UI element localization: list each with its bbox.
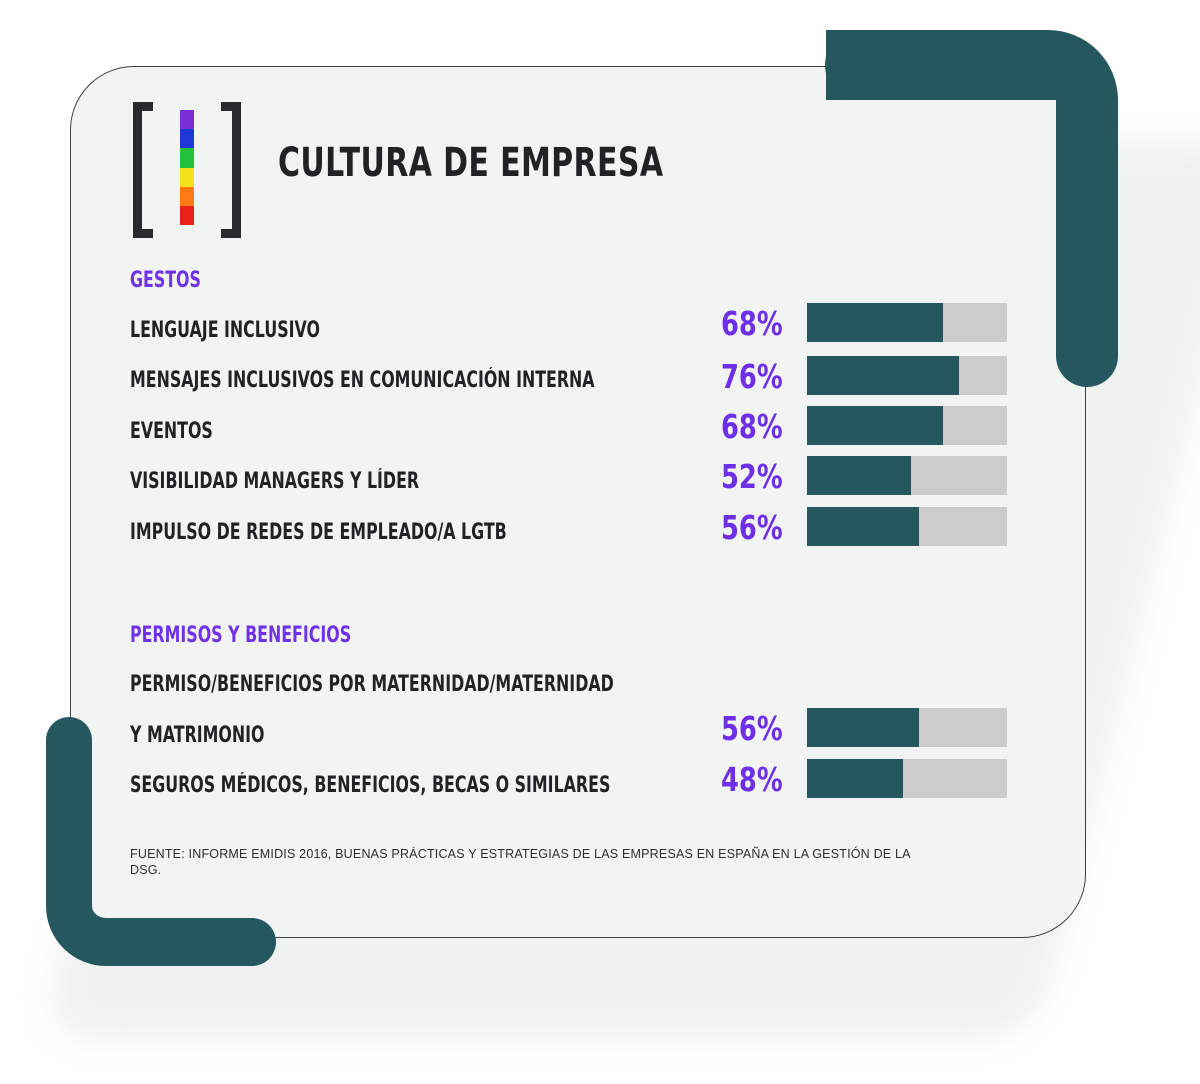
frame-corner-top-right — [825, 30, 1118, 387]
bar-track — [807, 759, 1007, 798]
flag-stripe — [180, 129, 194, 149]
row-label-line2: Y MATRIMONIO — [130, 723, 265, 748]
bar — [807, 406, 943, 445]
bar-track — [807, 708, 1007, 747]
bar — [807, 507, 919, 546]
rainbow-flag-icon — [180, 110, 194, 226]
flag-stripe — [180, 186, 194, 206]
value-label: 76% — [721, 357, 783, 396]
bar — [807, 303, 943, 342]
flag-stripe — [180, 110, 194, 130]
frame-corner-bottom-left — [46, 717, 276, 966]
bar-track — [807, 356, 1007, 395]
right-bracket-icon — [221, 102, 241, 238]
bar-track — [807, 406, 1007, 445]
row-label: VISIBILIDAD MANAGERS Y LÍDER — [130, 469, 420, 494]
bar-track — [807, 303, 1007, 342]
flag-stripe — [180, 167, 194, 187]
bar-track — [807, 507, 1007, 546]
value-label: 52% — [721, 457, 783, 496]
bar-track — [807, 456, 1007, 495]
bar — [807, 759, 903, 798]
page-title: CULTURA DE EMPRESA — [278, 140, 664, 186]
row-label: LENGUAJE INCLUSIVO — [130, 318, 320, 343]
bar — [807, 456, 911, 495]
flag-stripe — [180, 205, 194, 226]
bar — [807, 708, 919, 747]
row-label: PERMISO/BENEFICIOS POR MATERNIDAD/MATERN… — [130, 672, 614, 697]
value-label: 48% — [721, 760, 783, 799]
section-heading: GESTOS — [130, 268, 201, 293]
source-note: FUENTE: INFORME EMIDIS 2016, BUENAS PRÁC… — [130, 847, 911, 877]
value-label: 68% — [721, 304, 783, 343]
row-label: IMPULSO DE REDES DE EMPLEADO/A LGTB — [130, 520, 507, 545]
section-heading: PERMISOS Y BENEFICIOS — [130, 623, 352, 648]
value-label: 56% — [721, 709, 783, 748]
bar — [807, 356, 959, 395]
left-bracket-icon — [133, 102, 153, 238]
row-label: MENSAJES INCLUSIVOS EN COMUNICACIÓN INTE… — [130, 368, 595, 393]
value-label: 56% — [721, 508, 783, 547]
flag-stripe — [180, 148, 194, 168]
row-label: EVENTOS — [130, 419, 213, 444]
bracket-logo — [133, 102, 241, 238]
row-label: SEGUROS MÉDICOS, BENEFICIOS, BECAS O SIM… — [130, 773, 611, 798]
value-label: 68% — [721, 407, 783, 446]
